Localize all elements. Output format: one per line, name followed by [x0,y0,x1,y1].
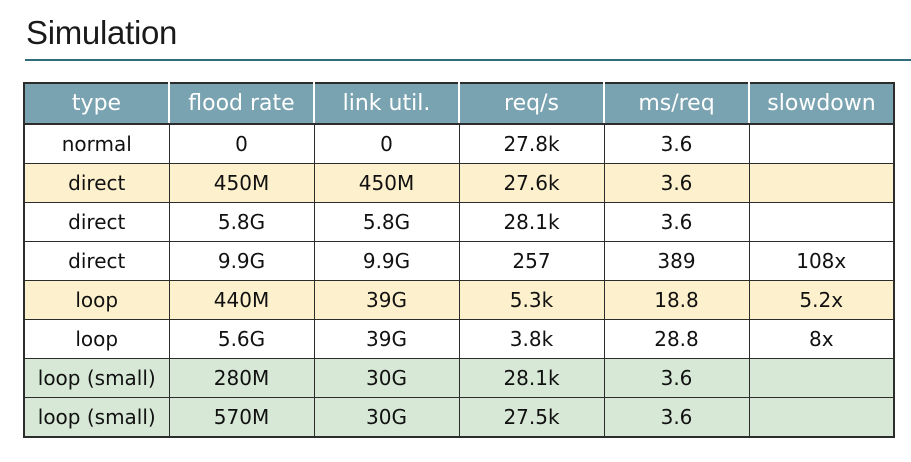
cell-slowdown: 108x [748,241,894,281]
cell-link-util: 39G [313,280,459,320]
table-row: direct 9.9G 9.9G 257 389 108x [24,241,894,281]
cell-type: loop (small) [24,397,169,437]
cell-req-per-s: 27.8k [458,123,604,164]
simulation-table: type flood rate link util. req/s ms/req … [23,82,895,438]
cell-type: loop (small) [24,358,169,398]
cell-ms-per-req: 3.6 [603,163,749,203]
cell-req-per-s: 28.1k [458,358,604,398]
table-row: loop 440M 39G 5.3k 18.8 5.2x [24,280,894,320]
cell-ms-per-req: 3.6 [603,202,749,242]
cell-req-per-s: 27.5k [458,397,604,437]
cell-link-util: 450M [313,163,459,203]
cell-type: normal [24,123,169,164]
table-header-row: type flood rate link util. req/s ms/req … [24,83,894,125]
cell-req-per-s: 3.8k [458,319,604,359]
cell-type: loop [24,319,169,359]
cell-link-util: 39G [313,319,459,359]
cell-req-per-s: 28.1k [458,202,604,242]
cell-slowdown [748,358,894,398]
header-req-per-s: req/s [458,83,604,125]
cell-flood-rate: 9.9G [168,241,314,281]
cell-link-util: 30G [313,397,459,437]
cell-flood-rate: 440M [168,280,314,320]
cell-req-per-s: 257 [458,241,604,281]
header-ms-per-req: ms/req [603,83,749,125]
cell-flood-rate: 570M [168,397,314,437]
table-row: loop 5.6G 39G 3.8k 28.8 8x [24,319,894,359]
cell-flood-rate: 450M [168,163,314,203]
cell-ms-per-req: 3.6 [603,123,749,164]
cell-ms-per-req: 28.8 [603,319,749,359]
header-link-util: link util. [313,83,459,125]
header-slowdown: slowdown [748,83,894,125]
cell-link-util: 0 [313,123,459,164]
cell-slowdown: 5.2x [748,280,894,320]
table-row: direct 5.8G 5.8G 28.1k 3.6 [24,202,894,242]
cell-slowdown [748,123,894,164]
cell-slowdown: 8x [748,319,894,359]
cell-slowdown [748,397,894,437]
cell-req-per-s: 27.6k [458,163,604,203]
header-flood-rate: flood rate [168,83,314,125]
table-row: loop (small) 570M 30G 27.5k 3.6 [24,397,894,437]
cell-req-per-s: 5.3k [458,280,604,320]
cell-link-util: 30G [313,358,459,398]
cell-flood-rate: 5.6G [168,319,314,359]
page-title: Simulation [26,14,178,51]
cell-flood-rate: 280M [168,358,314,398]
table-row: normal 0 0 27.8k 3.6 [24,123,894,164]
cell-flood-rate: 0 [168,123,314,164]
table-row: direct 450M 450M 27.6k 3.6 [24,163,894,203]
cell-ms-per-req: 3.6 [603,358,749,398]
cell-flood-rate: 5.8G [168,202,314,242]
cell-ms-per-req: 3.6 [603,397,749,437]
cell-link-util: 9.9G [313,241,459,281]
cell-type: direct [24,241,169,281]
table-row: loop (small) 280M 30G 28.1k 3.6 [24,358,894,398]
cell-slowdown [748,163,894,203]
title-divider [25,59,911,61]
cell-slowdown [748,202,894,242]
cell-type: direct [24,202,169,242]
cell-link-util: 5.8G [313,202,459,242]
cell-type: loop [24,280,169,320]
cell-type: direct [24,163,169,203]
cell-ms-per-req: 389 [603,241,749,281]
header-type: type [24,83,169,125]
cell-ms-per-req: 18.8 [603,280,749,320]
